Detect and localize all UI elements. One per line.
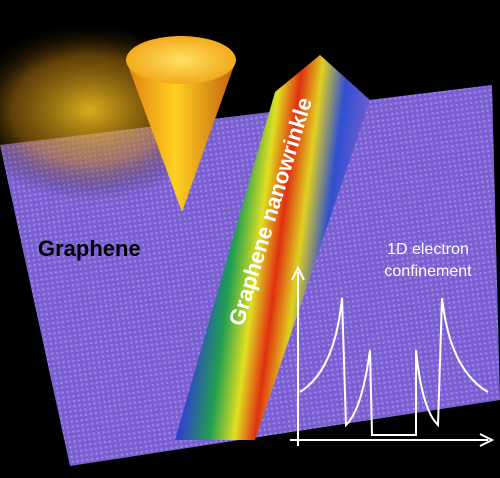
- confinement-label: confinement: [384, 263, 472, 280]
- graphene-label: Graphene: [38, 236, 141, 261]
- dos-curve: [299, 297, 489, 436]
- stm-tip: [126, 60, 236, 212]
- stm-tip-top: [126, 36, 236, 84]
- y-arrow: [291, 265, 305, 281]
- x-arrow: [479, 433, 495, 447]
- dos-plot: [290, 265, 495, 447]
- shadow: [0, 400, 70, 478]
- confinement-label: 1D electron: [387, 241, 469, 258]
- nanowrinkle: [175, 55, 370, 440]
